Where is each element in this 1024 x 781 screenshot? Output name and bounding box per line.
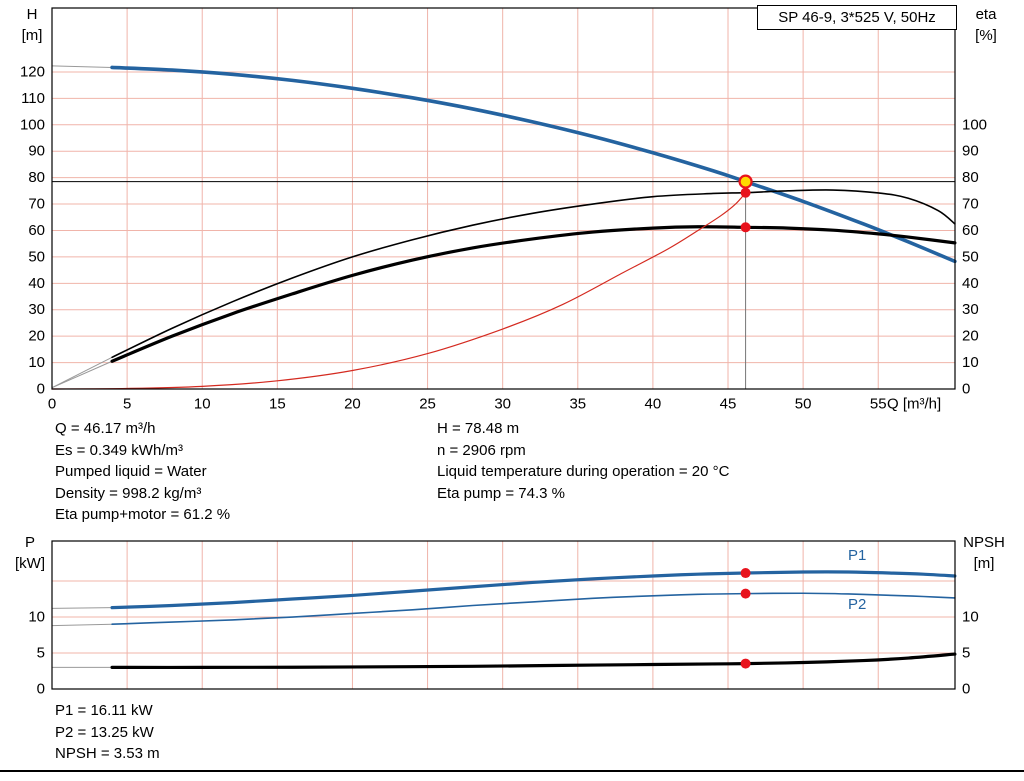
operating-point-marker <box>740 568 751 579</box>
pump-title-box: SP 46-9, 3*525 V, 50Hz <box>757 5 957 30</box>
eta-axis-label: eta <box>975 6 997 23</box>
y-left-tick: 0 <box>37 681 45 698</box>
x-tick: 50 <box>795 396 812 413</box>
y-right-tick: 20 <box>962 328 979 345</box>
y-right-tick: 5 <box>962 645 970 662</box>
h-axis-label: H <box>26 6 38 23</box>
operating-point-marker <box>740 222 751 233</box>
x-tick: 40 <box>645 396 662 413</box>
y-left-tick: 40 <box>28 275 45 292</box>
curve-NPSH <box>110 652 957 670</box>
x-tick: 10 <box>194 396 211 413</box>
eta-pump-text: Eta pump = 74.3 % <box>437 484 565 502</box>
x-axis-title: Q [m³/h] <box>887 396 941 413</box>
eta-axis-header: eta [%] <box>962 4 1010 46</box>
p2-curve-label: P2 <box>848 596 867 613</box>
y-right-tick: 0 <box>962 681 970 698</box>
y-right-tick: 90 <box>962 143 979 160</box>
curve-system-curve <box>51 192 747 390</box>
x-tick: 5 <box>123 396 131 413</box>
y-left-tick: 30 <box>28 301 45 318</box>
duty-annotations-left: Q = 46.17 m³/h Es = 0.349 kWh/m³ Pumped … <box>55 418 230 526</box>
curve-lead-pump-curve-H <box>51 65 113 68</box>
y-right-tick: 80 <box>962 169 979 186</box>
x-tick: 45 <box>720 396 737 413</box>
curve-P2 <box>111 592 956 626</box>
p-axis-header: P [kW] <box>8 532 52 574</box>
x-tick: 25 <box>419 396 436 413</box>
operating-point-marker <box>740 658 751 669</box>
speed-text: n = 2906 rpm <box>437 441 526 459</box>
x-tick: 20 <box>344 396 361 413</box>
curve-eta-pump-motor <box>110 225 957 363</box>
eta-axis-unit: [%] <box>975 27 997 44</box>
y-left-tick: 70 <box>28 196 45 213</box>
y-right-tick: 10 <box>962 354 979 371</box>
footer-rule <box>0 770 1024 772</box>
x-tick: 35 <box>569 396 586 413</box>
curve-lead-P1 <box>51 607 113 609</box>
power-npsh-chart: 0 5 10 0 5 10 <box>28 540 979 698</box>
y-left-tick: 20 <box>28 328 45 345</box>
x-tick: 0 <box>48 396 56 413</box>
duty-annotations-right: H = 78.48 m n = 2906 rpm Liquid temperat… <box>437 418 729 504</box>
curve-eta-pump <box>111 189 956 359</box>
y-right-tick: 60 <box>962 222 979 239</box>
npsh-axis-label: NPSH <box>963 534 1005 551</box>
specific-energy-text: Es = 0.349 kWh/m³ <box>55 441 183 459</box>
y-left-tick: 110 <box>21 90 45 107</box>
x-tick: 15 <box>269 396 286 413</box>
p1-curve-label: P1 <box>848 547 867 564</box>
y-left-tick: 100 <box>20 116 45 133</box>
liquid-temperature-text: Liquid temperature during operation = 20… <box>437 463 730 481</box>
y-right-tick: 0 <box>962 381 970 398</box>
y-right-tick: 70 <box>962 196 979 213</box>
operating-point-marker <box>740 187 751 198</box>
y-left-tick: 90 <box>28 143 45 160</box>
y-right-tick: 50 <box>962 248 979 265</box>
y-left-tick: 80 <box>28 169 45 186</box>
y-right-tick: 40 <box>962 275 979 292</box>
curve-lead-eta-pump-motor <box>51 360 113 389</box>
npsh-text: NPSH = 3.53 m <box>55 745 160 763</box>
y-left-tick: 0 <box>37 381 45 398</box>
y-left-tick: 10 <box>28 609 45 626</box>
y-right-tick: 100 <box>962 116 987 133</box>
npsh-axis-header: NPSH [m] <box>954 532 1014 574</box>
x-tick: 55 <box>870 396 887 413</box>
y-left-tick: 120 <box>20 63 45 80</box>
plot-border <box>51 7 956 390</box>
y-left-tick: 50 <box>28 248 45 265</box>
y-left-tick: 60 <box>28 222 45 239</box>
y-left-tick: 10 <box>28 354 45 371</box>
curve-pump-curve-H <box>110 65 957 264</box>
npsh-axis-unit: [m] <box>973 555 995 572</box>
flow-text: Q = 46.17 m³/h <box>55 420 156 437</box>
y-left-tick: 5 <box>37 645 45 662</box>
y-right-tick: 30 <box>962 301 979 318</box>
head-text: H = 78.48 m <box>437 420 520 437</box>
curve-lead-eta-pump <box>51 356 113 389</box>
p-axis-unit: [kW] <box>15 555 45 572</box>
p-axis-label: P <box>24 534 35 551</box>
plot-border <box>51 540 956 690</box>
h-axis-header: H [m] <box>10 4 54 46</box>
p2-text: P2 = 13.25 kW <box>55 723 154 741</box>
operating-point-marker <box>740 588 751 599</box>
eta-pump-motor-text: Eta pump+motor = 61.2 % <box>55 506 231 524</box>
curve-P1 <box>110 570 957 610</box>
p1-text: P1 = 16.11 kW <box>55 702 153 719</box>
power-annotations: P1 = 16.11 kW P2 = 13.25 kW NPSH = 3.53 … <box>55 700 160 765</box>
pumped-liquid-text: Pumped liquid = Water <box>55 463 207 481</box>
curve-lead-P2 <box>51 623 113 627</box>
hq-eta-chart: 0102030405060708090100110120010203040506… <box>20 7 987 413</box>
h-axis-unit: [m] <box>21 27 43 44</box>
density-text: Density = 998.2 kg/m³ <box>55 484 202 502</box>
x-tick: 30 <box>494 396 511 413</box>
y-right-tick: 10 <box>962 609 979 626</box>
duty-point-marker <box>738 174 753 189</box>
